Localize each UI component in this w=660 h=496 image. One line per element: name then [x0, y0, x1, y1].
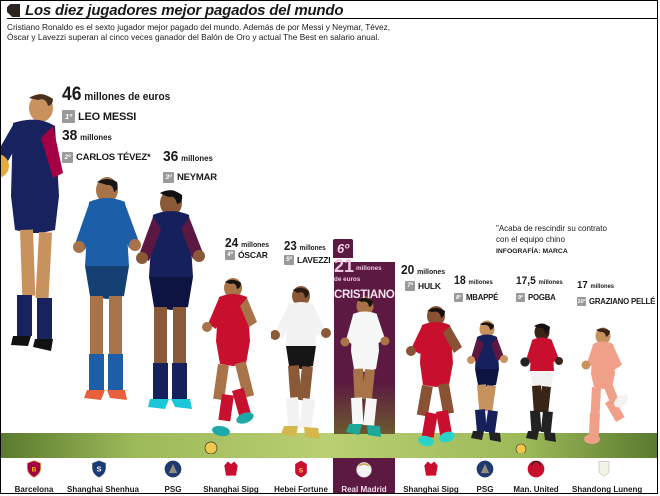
- svg-text:B: B: [32, 467, 37, 474]
- svg-text:S: S: [299, 467, 304, 474]
- svg-text:S: S: [96, 465, 101, 474]
